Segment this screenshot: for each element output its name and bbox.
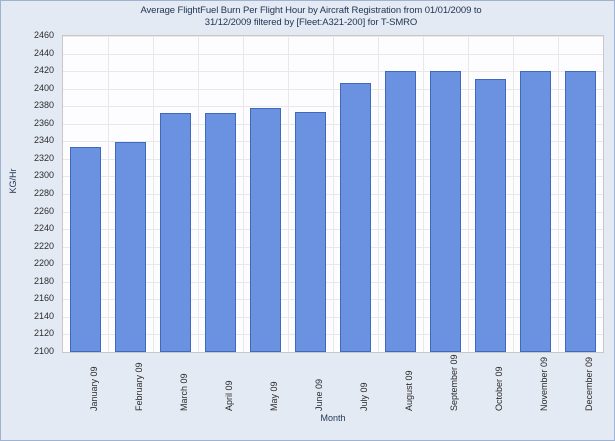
x-axis-title: Month bbox=[320, 413, 346, 423]
y-tick-label: 2160 bbox=[33, 293, 54, 304]
y-tick-label: 2420 bbox=[33, 65, 54, 76]
x-tick-label: November 09 bbox=[538, 356, 549, 411]
y-axis-tick-labels: 2460 2440 2420 2400 2380 2360 2340 2320 2300 2280… bbox=[1, 30, 59, 356]
chart-title: Average FlightFuel Burn Per Flight Hour … bbox=[61, 5, 561, 28]
gridline-vertical bbox=[558, 36, 559, 352]
bar[interactable] bbox=[160, 113, 191, 352]
y-tick-label: 2280 bbox=[33, 188, 54, 198]
chart-title-line-2: 31/12/2009 filtered by [Fleet:A321-200] … bbox=[204, 16, 418, 28]
gridline-vertical bbox=[108, 36, 109, 352]
gridline-vertical bbox=[378, 36, 379, 352]
y-tick-label: 2240 bbox=[33, 223, 54, 234]
x-tick-label: April 09 bbox=[223, 380, 234, 411]
x-tick-label: August 09 bbox=[403, 370, 414, 411]
gridline-horizontal bbox=[63, 352, 603, 353]
x-tick-slot: July 09 bbox=[355, 355, 369, 411]
y-tick-label: 2260 bbox=[33, 205, 54, 216]
y-tick-label: 2300 bbox=[33, 170, 54, 181]
y-tick-label: 2100 bbox=[33, 346, 54, 356]
x-tick-label: March 09 bbox=[178, 373, 189, 411]
bar[interactable] bbox=[70, 147, 101, 352]
x-tick-slot: May 09 bbox=[265, 355, 279, 411]
plot-area bbox=[62, 35, 604, 353]
gridline-vertical bbox=[468, 36, 469, 352]
x-tick-slot: June 09 bbox=[310, 355, 324, 411]
y-tick-label: 2400 bbox=[33, 82, 54, 93]
y-tick-label: 2380 bbox=[33, 100, 54, 111]
bar[interactable] bbox=[295, 112, 326, 352]
y-tick-label: 2220 bbox=[33, 240, 54, 251]
x-tick-slot: December 09 bbox=[580, 355, 594, 411]
bar[interactable] bbox=[430, 71, 461, 352]
y-tick-label: 2120 bbox=[33, 328, 54, 339]
y-tick-label: 2340 bbox=[33, 135, 54, 146]
gridline-vertical bbox=[423, 36, 424, 352]
gridline-vertical bbox=[288, 36, 289, 352]
x-tick-label: October 09 bbox=[493, 366, 504, 411]
x-tick-label: December 09 bbox=[583, 356, 594, 411]
y-tick-label: 2180 bbox=[33, 275, 54, 286]
x-tick-label: January 09 bbox=[88, 366, 99, 411]
x-tick-slot: February 09 bbox=[130, 355, 144, 411]
y-tick-label: 2200 bbox=[33, 258, 54, 269]
gridline-vertical bbox=[243, 36, 244, 352]
x-tick-label: September 09 bbox=[448, 354, 459, 411]
bar[interactable] bbox=[115, 142, 146, 352]
gridline-vertical bbox=[153, 36, 154, 352]
x-tick-slot: October 09 bbox=[490, 355, 504, 411]
bar[interactable] bbox=[565, 71, 596, 352]
y-tick-label: 2440 bbox=[33, 47, 54, 58]
x-axis-tick-labels: January 09 February 09 March 09 April 09 May… bbox=[62, 354, 604, 411]
y-tick-label: 2360 bbox=[33, 117, 54, 128]
x-tick-slot: January 09 bbox=[85, 355, 99, 411]
x-tick-slot: November 09 bbox=[535, 355, 549, 411]
x-tick-label: July 09 bbox=[358, 382, 369, 411]
y-tick-label: 2140 bbox=[33, 310, 54, 321]
y-tick-label: 2460 bbox=[33, 30, 54, 40]
bar[interactable] bbox=[520, 71, 551, 352]
bar[interactable] bbox=[475, 79, 506, 352]
x-tick-slot: March 09 bbox=[175, 355, 189, 411]
x-tick-label: June 09 bbox=[313, 378, 324, 411]
gridline-vertical bbox=[513, 36, 514, 352]
y-tick-label: 2320 bbox=[33, 152, 54, 163]
x-tick-label: May 09 bbox=[268, 381, 279, 411]
x-tick-slot: April 09 bbox=[220, 355, 234, 411]
chart-title-line-1: Average FlightFuel Burn Per Flight Hour … bbox=[140, 5, 482, 16]
gridline-vertical bbox=[198, 36, 199, 352]
bar[interactable] bbox=[340, 83, 371, 352]
x-tick-slot: August 09 bbox=[400, 355, 414, 411]
x-tick-slot: September 09 bbox=[445, 354, 459, 411]
bar[interactable] bbox=[385, 71, 416, 352]
x-tick-label: February 09 bbox=[133, 362, 144, 411]
gridline-vertical bbox=[333, 36, 334, 352]
bar[interactable] bbox=[250, 108, 281, 352]
bar[interactable] bbox=[205, 113, 236, 352]
